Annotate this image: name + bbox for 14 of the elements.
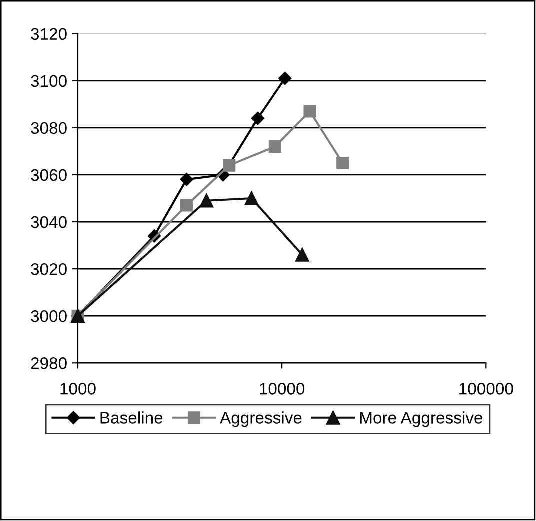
x-tick-label: 1000 [60, 383, 96, 395]
y-tick-label: 3100 [31, 75, 67, 88]
legend-label: Aggressive [220, 412, 302, 428]
y-tick-label: 3080 [31, 122, 67, 134]
x-tick-label: 100000 [460, 383, 514, 395]
y-tick-label: 3120 [31, 28, 67, 40]
y-tick-label: 2980 [31, 358, 67, 370]
legend-label: More Aggressive [360, 412, 483, 428]
y-tick-label: 3040 [31, 216, 67, 228]
y-tick-label: 3000 [31, 310, 67, 322]
legend-label: Baseline [100, 412, 163, 424]
y-tick-label: 3020 [31, 263, 67, 276]
x-tick-label: 10000 [260, 383, 305, 395]
y-tick-label: 3060 [31, 169, 67, 182]
